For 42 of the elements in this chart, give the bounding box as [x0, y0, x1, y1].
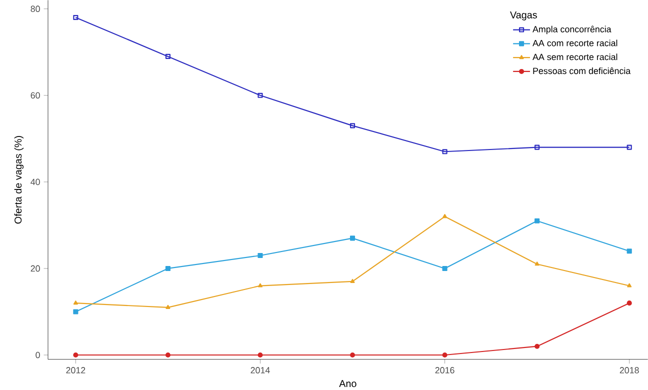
point	[258, 283, 262, 288]
point	[350, 235, 356, 241]
point	[442, 352, 448, 358]
point	[534, 218, 540, 224]
point	[73, 300, 78, 304]
point	[165, 352, 170, 358]
x-tick-label: 2012	[66, 366, 86, 374]
point	[350, 278, 355, 283]
point	[73, 309, 78, 314]
point	[626, 248, 632, 254]
point	[350, 352, 356, 358]
point	[258, 352, 263, 358]
y-tick-label: 60	[30, 92, 40, 98]
legend-title: Vagas	[510, 11, 537, 20]
y-tick-label: 20	[30, 265, 40, 272]
legend-label: AA com recorte racial	[532, 40, 618, 46]
point	[626, 300, 632, 306]
point	[165, 54, 170, 59]
point	[442, 148, 448, 154]
legend-label: AA sem recorte racial	[532, 53, 618, 60]
point	[534, 344, 540, 349]
point	[166, 304, 170, 309]
x-axis-title: Ano	[339, 380, 356, 387]
y-tick-label: 40	[30, 178, 40, 185]
x-tick-label: 2014	[250, 366, 270, 374]
point	[258, 252, 263, 258]
point	[627, 283, 632, 288]
x-tick-label: 2016	[435, 366, 454, 374]
legend-label: Pessoas com deficiência	[533, 67, 631, 74]
point	[73, 352, 78, 358]
point	[165, 266, 170, 271]
point	[442, 266, 448, 271]
legend-label: Ampla concorrência	[532, 26, 612, 34]
y-axis-title: Oferta de vagas (%)	[14, 136, 24, 224]
point	[534, 144, 540, 150]
point	[350, 122, 356, 128]
y-tick-label: 0	[36, 352, 40, 358]
point	[534, 261, 540, 266]
y-tick-label: 80	[30, 5, 40, 12]
x-tick-label: 2018	[620, 366, 639, 374]
point	[258, 92, 263, 98]
point	[442, 214, 448, 218]
